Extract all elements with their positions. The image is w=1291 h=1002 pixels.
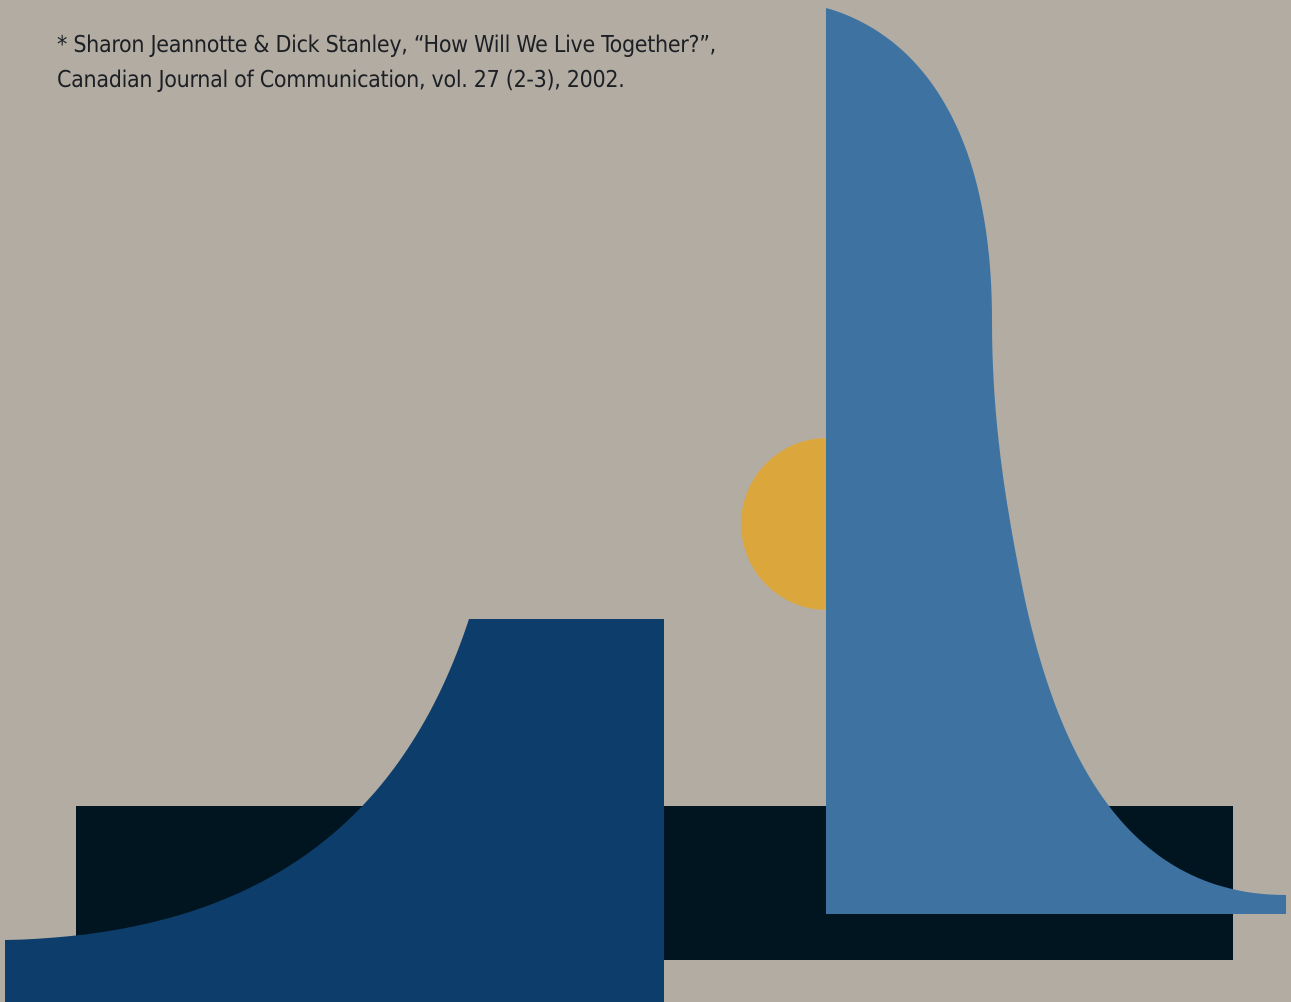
navy-curved-block xyxy=(5,619,664,1002)
blue-tall-curve xyxy=(826,8,1286,914)
citation-line-1: * Sharon Jeannotte & Dick Stanley, “How … xyxy=(57,32,716,58)
citation-footnote: * Sharon Jeannotte & Dick Stanley, “How … xyxy=(57,28,716,98)
citation-line-2: Canadian Journal of Communication, vol. … xyxy=(57,67,625,93)
